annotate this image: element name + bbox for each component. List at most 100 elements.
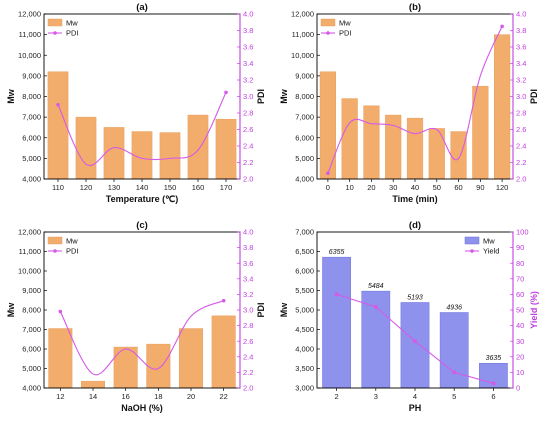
x-tick-label: 4 <box>413 392 417 401</box>
bar-4 <box>400 302 430 389</box>
panel-title: (b) <box>409 2 421 13</box>
legend-swatch-point <box>53 31 57 35</box>
y-axis-label: Mw <box>6 302 16 317</box>
y-tick-label: 5,500 <box>295 286 314 295</box>
x-tick-label: 110 <box>52 183 64 192</box>
y2-tick-label: 3.2 <box>243 76 253 85</box>
x-tick-label: 2 <box>335 392 339 401</box>
line-point <box>334 292 339 297</box>
line-point <box>224 90 228 95</box>
line-point <box>56 102 60 107</box>
bar-120 <box>75 116 97 180</box>
bar-12 <box>48 328 73 389</box>
bar-150 <box>159 132 181 180</box>
y-tick-label: 10,000 <box>18 51 41 60</box>
y2-tick-label: 0 <box>516 384 520 393</box>
panel-title: (a) <box>136 2 148 13</box>
panel-title: (d) <box>409 220 421 231</box>
y2-tick-label: 60 <box>516 290 524 299</box>
y-axis-label: Mw <box>279 302 289 317</box>
chart-panel-4: (d) 6355 5484 5193 4936 3635 3,000 3,500 4,000 4,… <box>279 220 539 413</box>
y-tick-label: 12,000 <box>291 10 314 19</box>
legend-swatch-bar <box>320 18 336 27</box>
y2-tick-label: 3.8 <box>243 243 253 252</box>
x-tick-label: 12 <box>56 392 64 401</box>
legend-label: Mw <box>339 19 351 28</box>
y-tick-label: 4,000 <box>295 345 314 354</box>
y-tick-label: 12,000 <box>18 10 41 19</box>
bar-10 <box>341 98 358 180</box>
y-tick-label: 6,500 <box>295 247 314 256</box>
y2-tick-label: 2.6 <box>243 125 253 134</box>
bar-160 <box>187 114 209 180</box>
bar-5 <box>439 312 469 389</box>
legend-swatch-point <box>53 249 57 253</box>
x-tick-label: 40 <box>411 183 419 192</box>
series-line-pdi <box>327 26 503 174</box>
y-tick-label: 7,000 <box>22 325 41 334</box>
x-tick-label: 0 <box>326 183 330 192</box>
y-tick-label: 7,000 <box>22 113 41 122</box>
x-axis-label: NaOH (%) <box>121 403 163 413</box>
y2-tick-label: 90 <box>516 243 524 252</box>
bar-120 <box>494 34 511 180</box>
y-tick-label: 8,000 <box>22 306 41 315</box>
y2-tick-label: 3.8 <box>243 26 253 35</box>
bar-90 <box>472 85 489 180</box>
chart-panel-2: (b) 4,000 5,000 6,000 7,000 8,000 9,000 10,000 1… <box>279 2 539 204</box>
y2-tick-label: 2.2 <box>243 158 253 167</box>
bar-22 <box>211 315 236 389</box>
series-line-pdi <box>57 92 227 167</box>
y-tick-label: 9,000 <box>22 71 41 80</box>
y2-tick-label: 2.2 <box>516 158 526 167</box>
data-label: 3635 <box>486 355 502 362</box>
y-tick-label: 7,000 <box>295 228 314 237</box>
y-tick-label: 10,000 <box>291 51 314 60</box>
y2-tick-label: 3.0 <box>516 92 526 101</box>
y-tick-label: 11,000 <box>292 30 314 39</box>
x-tick-label: 90 <box>476 183 484 192</box>
legend-label: PDI <box>66 29 79 38</box>
y-tick-label: 4,000 <box>22 175 41 184</box>
y2-tick-label: 3.6 <box>243 259 253 268</box>
panel-title: (c) <box>136 220 148 231</box>
y2-tick-label: 30 <box>516 337 524 346</box>
legend-swatch-point <box>470 249 474 253</box>
bar-2 <box>322 256 351 389</box>
y2-tick-label: 100 <box>516 228 529 237</box>
series-line-pdi <box>59 300 224 376</box>
y2-tick-label: 70 <box>516 274 524 283</box>
bar-130 <box>103 127 125 180</box>
line-point <box>413 339 417 344</box>
y-tick-label: 11,000 <box>19 247 41 256</box>
y2-tick-label: 2.0 <box>516 175 526 184</box>
x-tick-label: 120 <box>80 183 93 192</box>
y-axis-label: Mw <box>6 88 16 103</box>
bar-110 <box>47 71 69 180</box>
y2-tick-label: 80 <box>516 259 524 268</box>
bar-170 <box>215 118 237 180</box>
line-point <box>326 171 330 176</box>
x-tick-label: 50 <box>433 183 441 192</box>
y2-tick-label: 3.0 <box>243 306 253 315</box>
y2-tick-label: 2.2 <box>243 368 253 377</box>
data-label: 4936 <box>446 304 462 311</box>
x-tick-label: 150 <box>164 183 177 192</box>
x-tick-label: 20 <box>367 183 375 192</box>
x-tick-label: 22 <box>219 392 227 401</box>
x-tick-label: 5 <box>452 392 456 401</box>
legend-label: Mw <box>66 19 78 28</box>
bar-20 <box>363 105 380 180</box>
y-tick-label: 3,000 <box>295 384 314 393</box>
y2-tick-label: 4.0 <box>243 228 253 237</box>
x-axis-label: Time (min) <box>392 194 437 204</box>
y-tick-label: 5,000 <box>295 306 314 315</box>
y-tick-label: 8,000 <box>295 92 314 101</box>
x-tick-label: 30 <box>389 183 397 192</box>
y-tick-label: 4,000 <box>295 175 314 184</box>
y2-tick-label: 3.4 <box>516 59 526 68</box>
